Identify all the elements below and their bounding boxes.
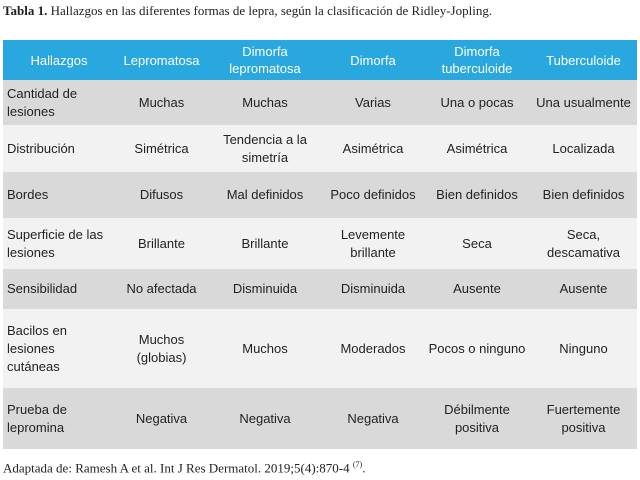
table-row: Sensibilidad No afectada Disminuida Disminu… [3,269,637,309]
cell: Asimétrica [322,125,424,172]
cell: Brillante [208,218,322,269]
caption: Tabla 1. Hallazgos en las diferentes for… [3,3,492,19]
cell: Disminuida [208,269,322,309]
cell: Ninguno [530,309,637,388]
cell: Muchos (globias) [115,309,208,388]
cell: Negativa [208,388,322,449]
cell: Seca, descamativa [530,218,637,269]
cell: Ausente [424,269,530,309]
cell: Bien definidos [424,172,530,218]
table-row: Superficie de las lesiones Brillante Brill… [3,218,637,269]
findings-table: Hallazgos Lepromatosa Dimorfa lepromatosa D… [3,40,637,449]
row-label: Superficie de las lesiones [3,218,115,269]
header-cell: Lepromatosa [115,40,208,80]
cell: Pocos o ninguno [424,309,530,388]
cell: Brillante [115,218,208,269]
row-label: Sensibilidad [3,269,115,309]
row-label: Bordes [3,172,115,218]
cell: Muchas [115,80,208,125]
cell: Tendencia a la simetría [208,125,322,172]
cell: Muchos [208,309,322,388]
cell: Disminuida [322,269,424,309]
cell: Varias [322,80,424,125]
header-cell: Dimorfa tuberculoide [424,40,530,80]
cell: Mal definidos [208,172,322,218]
cell: No afectada [115,269,208,309]
table-row: Cantidad de lesiones Muchas Muchas Varias Un… [3,80,637,125]
cell: Ausente [530,269,637,309]
header-cell: Dimorfa lepromatosa [208,40,322,80]
cell: Negativa [322,388,424,449]
cell: Poco definidos [322,172,424,218]
table-row: Bacilos en lesiones cutáneas Muchos (glob… [3,309,637,388]
table-row: Prueba de lepromina Negativa Negativa Negat… [3,388,637,449]
cell: Localizada [530,125,637,172]
footnote-text: Adaptada de: Ramesh A et al. Int J Res D… [3,460,350,476]
cell: Muchas [208,80,322,125]
row-label: Bacilos en lesiones cutáneas [3,309,115,388]
header-row: Hallazgos Lepromatosa Dimorfa lepromatosa D… [3,40,637,80]
row-label: Cantidad de lesiones [3,80,115,125]
cell: Una o pocas [424,80,530,125]
footnote-ref: (7) [352,460,363,469]
cell: Fuertemente positiva [530,388,637,449]
cell: Levemente brillante [322,218,424,269]
caption-label: Tabla 1. [3,3,48,18]
cell: Bien definidos [530,172,637,218]
cell: Una usualmente [530,80,637,125]
cell: Simétrica [115,125,208,172]
cell: Negativa [115,388,208,449]
cell: Difusos [115,172,208,218]
table-row: Bordes Difusos Mal definidos Poco definidos… [3,172,637,218]
cell: Seca [424,218,530,269]
header-cell: Dimorfa [322,40,424,80]
caption-text: Hallazgos en las diferentes formas de le… [50,3,493,18]
footnote: Adaptada de: Ramesh A et al. Int J Res D… [3,460,365,476]
cell: Asimétrica [424,125,530,172]
footnote-end: . [362,460,366,476]
row-label: Prueba de lepromina [3,388,115,449]
cell: Moderados [322,309,424,388]
table-row: Distribución Simétrica Tendencia a la sime… [3,125,637,172]
row-label: Distribución [3,125,115,172]
header-cell: Tuberculoide [530,40,637,80]
cell: Débilmente positiva [424,388,530,449]
header-cell: Hallazgos [3,40,115,80]
